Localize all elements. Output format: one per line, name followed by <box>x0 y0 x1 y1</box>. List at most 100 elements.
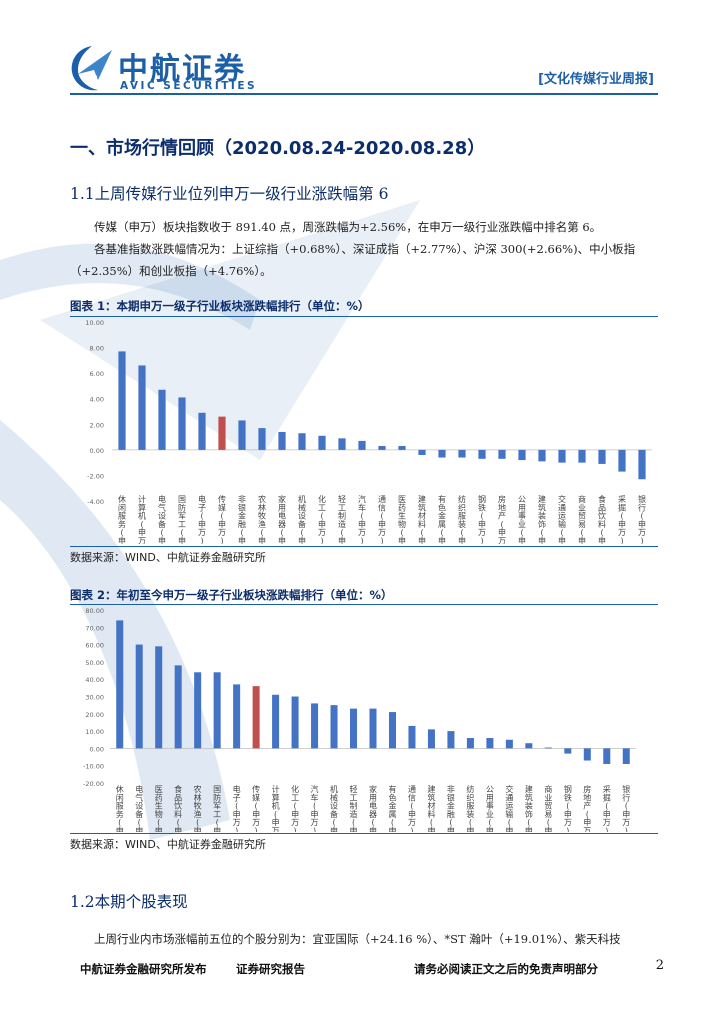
x-tick-label: 食品饮料(申万) <box>598 494 606 544</box>
report-type-label: [文化传媒行业周报] <box>538 72 654 87</box>
bar <box>178 397 186 450</box>
y-tick-label: 80.00 <box>85 607 104 615</box>
bar <box>318 435 326 450</box>
bar <box>198 412 206 450</box>
bar <box>505 739 513 749</box>
bar <box>578 449 586 463</box>
section-title: 一、市场行情回顾（2020.08.24-2020.08.28） <box>70 138 486 159</box>
figure2-chart: 80.00 70.00 60.00 50.00 40.00 30.00 20.00 10.00… <box>70 606 658 852</box>
bar <box>388 712 396 749</box>
footer-disclaimer: 请务必阅读正文之后的免责声明部分 <box>414 962 598 976</box>
bar <box>427 729 435 749</box>
bar <box>218 416 226 450</box>
figure1-chart-svg: 10.00 8.00 6.00 4.00 2.00 0.00 -2.00 -4.00 休闲服务(… <box>85 319 652 562</box>
x-tick-label: 钢铁(申万) <box>478 494 486 544</box>
footer-report-kind: 证券研究报告 <box>236 962 305 976</box>
x-tick-label: 机械设备(申万) <box>330 784 338 832</box>
x-tick-label: 公用事业(申万) <box>518 495 526 544</box>
bar <box>138 365 146 450</box>
header-divider <box>70 93 658 95</box>
x-tick-label: 食品饮料(申万) <box>174 784 182 832</box>
subsection-title-2: 1.2本期个股表现 <box>70 893 188 911</box>
bar <box>272 694 280 749</box>
figure2-caption: 图表 2：年初至今申万一级子行业板块涨跌幅排行（单位：%） <box>70 588 393 602</box>
bar <box>378 446 386 450</box>
bar <box>398 446 406 450</box>
bar <box>564 748 572 754</box>
header-logo: AVIC 中航证券 AVIC SECURITIES <box>68 38 268 98</box>
bar <box>478 449 486 459</box>
bar <box>538 449 546 462</box>
y-tick-label: 6.00 <box>90 370 104 378</box>
x-tick-label: 采掘(申万) <box>618 494 626 544</box>
bar <box>358 440 366 450</box>
bar <box>194 672 202 749</box>
subsection-title-1: 1.1上周传媒行业位列申万一级行业涨跌幅第 6 <box>70 185 389 203</box>
y-tick-label: 2.00 <box>90 421 104 429</box>
x-tick-label: 农林牧渔(申万) <box>194 784 202 832</box>
bar <box>408 725 416 749</box>
bar <box>622 748 630 764</box>
bar <box>258 428 266 450</box>
x-tick-label: 有色金属(申万) <box>438 494 446 544</box>
figure1-caption: 图表 1：本期申万一级子行业板块涨跌幅排行（单位：%） <box>70 299 370 313</box>
x-tick-label: 计算机(申万) <box>272 784 280 832</box>
x-tick-label: 国防军工(申万) <box>178 495 186 544</box>
x-tick-label: 非银金融(申万) <box>447 784 455 832</box>
x-tick-label: 采掘(申万) <box>603 784 611 832</box>
x-tick-label: 建筑材料(申万) <box>418 494 426 544</box>
bar <box>466 738 474 749</box>
x-tick-label: 纺织服装(申万) <box>466 784 474 832</box>
x-tick-label: 非银金融(申万) <box>238 494 246 544</box>
bar <box>418 449 426 455</box>
figure1-bottom-rule <box>70 546 658 547</box>
bar <box>338 438 346 450</box>
x-tick-label: 家用电器(申万) <box>278 494 286 544</box>
bar <box>278 431 286 450</box>
x-tick-label: 电气设备(申万) <box>135 784 143 832</box>
x-tick-label: 交通运输(申万) <box>558 494 566 544</box>
y-tick-label: 8.00 <box>90 345 104 353</box>
bar <box>298 433 306 450</box>
bar <box>583 748 591 761</box>
bar <box>486 738 494 749</box>
figure1-chart: 10.00 8.00 6.00 4.00 2.00 0.00 -2.00 -4.00 休闲服务(… <box>70 318 658 562</box>
x-tick-label: 计算机(申万) <box>138 494 146 544</box>
bar <box>158 389 166 450</box>
bar <box>350 708 358 749</box>
logo-mark-text: AVIC <box>82 75 98 82</box>
x-tick-label: 医药生物(申万) <box>398 495 406 544</box>
bar <box>438 449 446 458</box>
figure1-top-rule <box>70 316 658 317</box>
bar <box>135 644 143 749</box>
x-tick-label: 机械设备(申万) <box>298 494 306 544</box>
y-tick-label: 0.00 <box>90 745 104 753</box>
x-tick-label: 商业贸易(申万) <box>578 494 586 544</box>
bar <box>155 646 163 749</box>
bar <box>447 731 455 749</box>
y-tick-label: 0.00 <box>90 447 104 455</box>
x-tick-label: 银行(申万) <box>638 494 646 544</box>
x-tick-label: 医药生物(申万) <box>155 785 163 832</box>
bar <box>238 420 246 450</box>
x-tick-label: 电子(申万) <box>198 494 206 544</box>
brand-name-en: AVIC SECURITIES <box>120 80 258 92</box>
y-tick-label: 20.00 <box>85 711 104 719</box>
bar <box>330 705 338 749</box>
figure1-source: 数据来源：WIND、中航证券金融研究所 <box>70 551 266 564</box>
y-tick-label: 70.00 <box>85 624 104 632</box>
x-tick-label: 建筑材料(申万) <box>427 784 435 832</box>
bar <box>598 449 606 464</box>
bar <box>558 449 566 463</box>
paragraph-benchmark-line1: 各基准指数涨跌幅情况为：上证综指（+0.68%）、深证成指（+2.77%）、沪深… <box>94 242 636 256</box>
paragraph-benchmark-line2: （+2.35%）和创业板指（+4.76%）。 <box>70 264 272 278</box>
y-tick-label: -2.00 <box>87 472 104 480</box>
x-tick-label: 钢铁(申万) <box>564 784 572 832</box>
x-tick-label: 汽车(申万) <box>311 784 319 832</box>
bar <box>458 449 466 458</box>
bar <box>638 449 646 480</box>
bar <box>252 686 260 749</box>
bar <box>498 449 506 459</box>
x-tick-label: 传媒(申万) <box>252 784 260 832</box>
bar <box>544 747 552 749</box>
